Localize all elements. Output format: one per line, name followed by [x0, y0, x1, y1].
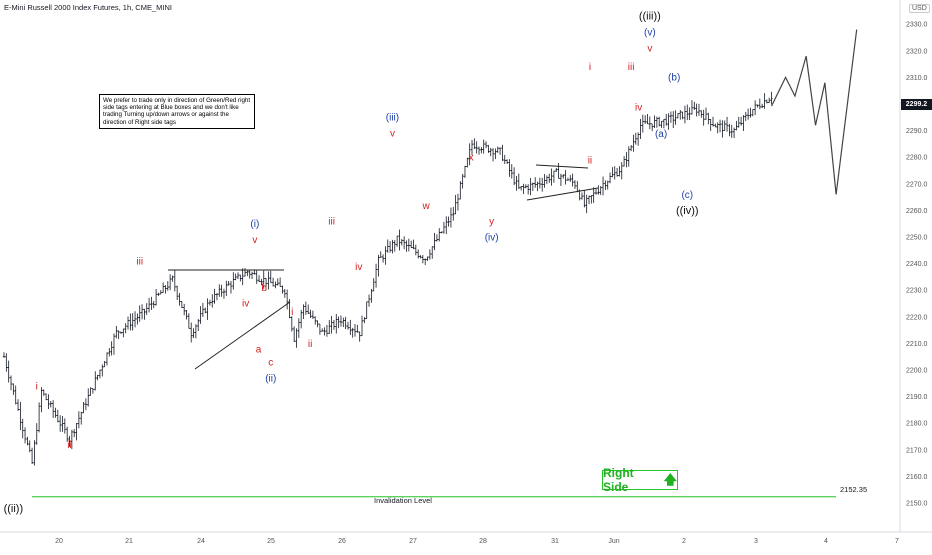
wave-label: ((iii)) — [639, 11, 661, 23]
wave-label: v — [390, 129, 395, 140]
currency-label[interactable]: USD — [909, 4, 930, 13]
wave-label: (iv) — [485, 233, 499, 244]
x-tick-label: 4 — [824, 538, 828, 545]
y-tick-label: 2170.0 — [906, 447, 928, 454]
wave-label: (i) — [250, 219, 259, 230]
y-tick-label: 2180.0 — [906, 421, 928, 428]
wave-label: iii — [136, 256, 143, 267]
triangle2-upper-line — [535, 164, 589, 169]
wave-label: v — [647, 43, 652, 54]
triangle2-lower-line — [526, 187, 599, 201]
wave-label: x — [469, 153, 474, 164]
wave-label: ii — [67, 440, 71, 451]
wave-label: ((ii)) — [4, 503, 24, 515]
x-tick-label: 28 — [479, 538, 487, 545]
y-tick-label: 2200.0 — [906, 368, 928, 375]
y-tick-label: 2330.0 — [906, 22, 928, 29]
y-tick-label: 2260.0 — [906, 208, 928, 215]
strategy-note: We prefer to trade only in direction of … — [99, 94, 255, 129]
right-side-label: Right Side — [603, 466, 634, 494]
x-tick-label: Jun — [608, 538, 619, 545]
wave-label: w — [422, 201, 431, 212]
x-tick-label: 31 — [551, 538, 559, 545]
wave-label: i — [291, 307, 293, 318]
right-side-tag: Right Side 🡅 — [602, 466, 678, 494]
invalidation-label: Invalidation Level — [374, 496, 432, 505]
x-tick-label: 24 — [197, 538, 205, 545]
x-tick-label: 26 — [338, 538, 346, 545]
wave-label: (a) — [655, 129, 667, 140]
x-tick-label: 2 — [682, 538, 686, 545]
x-tick-label: 27 — [409, 538, 417, 545]
y-tick-label: 2230.0 — [906, 288, 928, 295]
wave-label: (iii) — [386, 113, 399, 124]
last-price-label: 2299.2 — [901, 99, 932, 110]
y-tick-label: 2240.0 — [906, 261, 928, 268]
wave-label: a — [256, 344, 262, 355]
wave-label: ii — [588, 156, 592, 167]
y-tick-label: 2270.0 — [906, 181, 928, 188]
wave-label: iv — [635, 102, 642, 113]
x-tick-label: 20 — [55, 538, 63, 545]
x-tick-label: 21 — [125, 538, 133, 545]
wave-label: iii — [328, 216, 335, 227]
wave-label: iv — [355, 262, 362, 273]
chart-title: E-Mini Russell 2000 Index Futures, 1h, C… — [4, 3, 172, 12]
wave-label: i — [36, 381, 38, 392]
wave-label: (ii) — [265, 374, 276, 385]
y-tick-label: 2320.0 — [906, 48, 928, 55]
triangle-lower-line — [194, 301, 291, 370]
y-tick-label: 2220.0 — [906, 314, 928, 321]
y-tick-label: 2250.0 — [906, 235, 928, 242]
wave-label: b — [261, 283, 267, 294]
wave-label: y — [489, 217, 494, 228]
wave-label: ((iv)) — [676, 205, 699, 217]
y-tick-label: 2290.0 — [906, 128, 928, 135]
y-tick-label: 2190.0 — [906, 394, 928, 401]
y-tick-label: 2310.0 — [906, 75, 928, 82]
projection-line — [770, 29, 858, 195]
wave-label: (c) — [681, 190, 693, 201]
wave-label: (b) — [668, 73, 680, 84]
y-tick-label: 2210.0 — [906, 341, 928, 348]
wave-label: v — [252, 235, 257, 246]
x-tick-label: 7 — [895, 538, 899, 545]
arrow-up-icon: 🡅 — [663, 472, 677, 487]
y-tick-label: 2280.0 — [906, 155, 928, 162]
wave-label: i — [589, 62, 591, 73]
wave-label: iii — [628, 62, 635, 73]
y-tick-label: 2150.0 — [906, 501, 928, 508]
invalidation-price: 2152.35 — [838, 485, 870, 494]
wave-label: iv — [242, 299, 249, 310]
x-tick-label: 3 — [754, 538, 758, 545]
wave-label: (v) — [644, 28, 656, 39]
wave-label: c — [268, 358, 273, 369]
wave-label: ii — [308, 339, 312, 350]
x-tick-label: 25 — [267, 538, 275, 545]
y-tick-label: 2160.0 — [906, 474, 928, 481]
